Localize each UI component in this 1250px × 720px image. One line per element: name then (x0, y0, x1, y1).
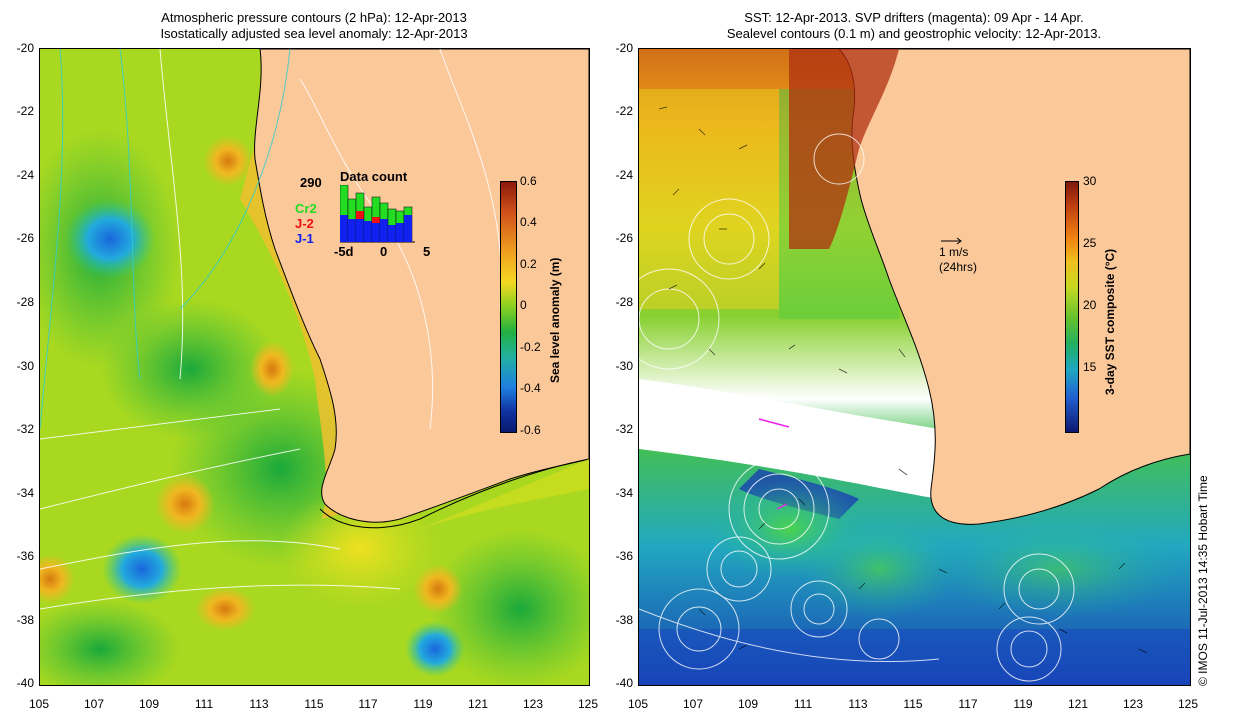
data-count-histogram (340, 185, 415, 243)
x-tick: 123 (1122, 697, 1144, 711)
y-tick: -28 (16, 295, 34, 309)
sla-colorbar (500, 181, 517, 433)
x-tick: 121 (467, 697, 489, 711)
warm-north-water (789, 49, 899, 249)
y-tick: -22 (615, 104, 633, 118)
x-tick: 119 (1013, 697, 1033, 711)
legend-j2: J-2 (295, 216, 314, 231)
x-tick: 121 (1067, 697, 1089, 711)
y-tick: -26 (16, 231, 34, 245)
high-anomaly-eddy (250, 341, 294, 397)
y-tick: -26 (615, 231, 633, 245)
sla-tick: 0.2 (520, 257, 537, 271)
left-title-line2: Isostatically adjusted sea level anomaly… (160, 26, 468, 41)
right-map-panel: 1 m/s (24hrs) 30 25 20 15 3-day SST comp… (638, 48, 1191, 686)
right-title: SST: 12-Apr-2013. SVP drifters (magenta)… (638, 10, 1190, 42)
data-count-number: 290 (300, 175, 322, 190)
x-tick: 119 (413, 697, 433, 711)
x-tick: 107 (83, 697, 105, 711)
sla-tick: 0.6 (520, 174, 537, 188)
y-tick: -34 (16, 486, 34, 500)
sst-tick: 25 (1083, 236, 1097, 250)
legend-j1: J-1 (295, 231, 314, 246)
low-anomaly-eddy (405, 621, 465, 677)
x-tick: 107 (682, 697, 704, 711)
y-tick: -36 (16, 549, 34, 563)
data-count-title: Data count (340, 169, 408, 184)
imos-credit: © IMOS 11-Jul-2013 14:35 Hobart Time (1196, 475, 1210, 686)
sst-colorbar (1065, 181, 1079, 433)
sla-tick: -0.6 (520, 423, 541, 437)
right-map (639, 49, 1190, 685)
x-tick: 109 (138, 697, 160, 711)
velocity-scale-label: 1 m/s (24hrs) (939, 245, 977, 275)
svp-drifter-track (758, 418, 790, 428)
sla-tick: -0.4 (520, 381, 541, 395)
left-title: Atmospheric pressure contours (2 hPa): 1… (40, 10, 588, 42)
sla-tick: 0 (520, 298, 527, 312)
sst-tick: 15 (1083, 360, 1097, 374)
hist-xtick-0: 0 (380, 244, 388, 259)
x-tick: 117 (958, 697, 978, 711)
x-tick: 123 (522, 697, 544, 711)
high-anomaly-eddy (203, 136, 253, 186)
y-tick: -30 (16, 359, 34, 373)
y-tick: -24 (615, 168, 633, 182)
hist-xtick-5: 5 (423, 244, 431, 259)
y-tick: -38 (16, 613, 34, 627)
low-anomaly-eddy (102, 534, 182, 604)
left-title-line1: Atmospheric pressure contours (2 hPa): 1… (161, 10, 467, 25)
y-tick: -28 (615, 295, 633, 309)
x-tick: 113 (249, 697, 269, 711)
hist-xtick-neg5: -5d (334, 244, 354, 259)
low-anomaly-eddy (65, 199, 155, 279)
histogram-bars (340, 185, 413, 243)
sla-tick: 0.4 (520, 215, 537, 229)
cloud-mask (639, 379, 939, 499)
y-tick: -20 (615, 41, 633, 55)
x-tick: 117 (358, 697, 378, 711)
sst-colorbar-label: 3-day SST composite (°C) (1103, 248, 1117, 395)
data-count-legend: Cr2 J-2 J-1 (295, 201, 317, 246)
y-tick: -30 (615, 359, 633, 373)
x-tick: 111 (793, 697, 813, 711)
y-tick: -36 (615, 549, 633, 563)
velocity-scale-period: (24hrs) (939, 260, 978, 274)
sla-colorbar-label: Sea level anomaly (m) (548, 257, 562, 383)
svp-drifter-track (776, 503, 788, 510)
x-tick: 125 (577, 697, 599, 711)
y-tick: -22 (16, 104, 34, 118)
legend-cr2: Cr2 (295, 201, 317, 216)
y-tick: -32 (615, 422, 633, 436)
y-tick: -38 (615, 613, 633, 627)
right-title-line2: Sealevel contours (0.1 m) and geostrophi… (726, 26, 1102, 41)
right-title-line1: SST: 12-Apr-2013. SVP drifters (magenta)… (744, 10, 1084, 25)
y-tick: -34 (615, 486, 633, 500)
y-tick: -40 (615, 676, 633, 690)
x-tick: 109 (737, 697, 759, 711)
y-tick: -20 (16, 41, 34, 55)
y-tick: -32 (16, 422, 34, 436)
sealevel-contours (639, 133, 1075, 682)
velocity-scale-value: 1 m/s (939, 245, 969, 259)
geostrophic-velocity-vectors (658, 106, 1148, 654)
sla-tick: -0.2 (520, 340, 541, 354)
sst-tick: 20 (1083, 298, 1097, 312)
x-tick: 105 (627, 697, 649, 711)
left-map-panel: 290 Data count Cr2 J-2 J-1 (39, 48, 590, 686)
x-tick: 113 (848, 697, 868, 711)
y-tick: -24 (16, 168, 34, 182)
y-tick: -40 (16, 676, 34, 690)
x-tick: 105 (28, 697, 50, 711)
sst-tick: 30 (1083, 174, 1097, 188)
high-anomaly-eddy (155, 474, 215, 534)
x-tick: 111 (194, 697, 214, 711)
x-tick: 115 (903, 697, 923, 711)
x-tick: 115 (304, 697, 324, 711)
x-tick: 125 (1177, 697, 1199, 711)
